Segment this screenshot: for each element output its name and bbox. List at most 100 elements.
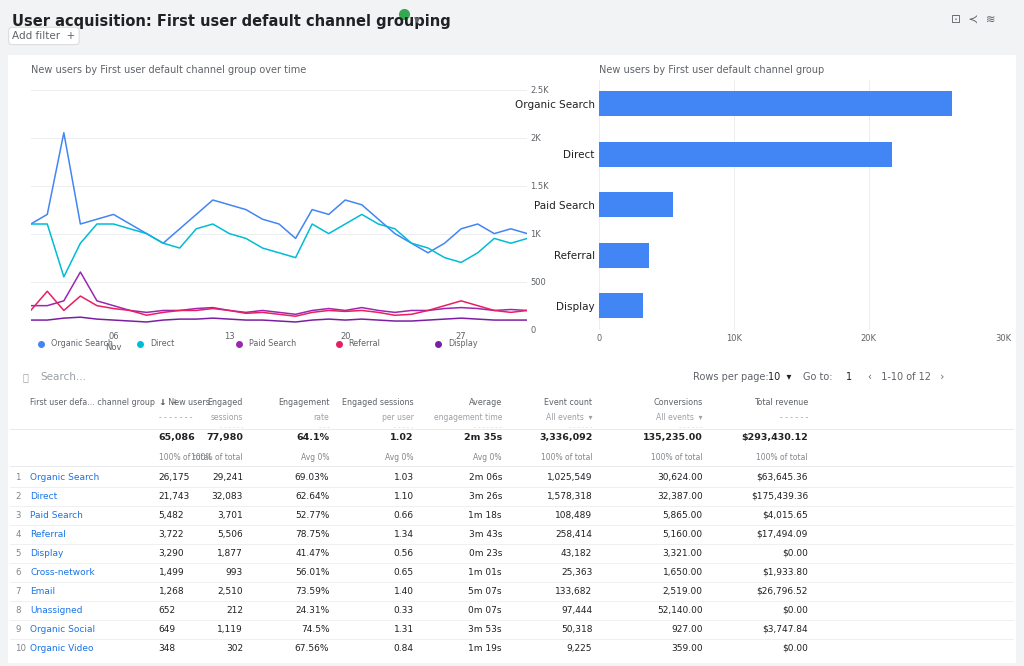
Organic Search [372, 215, 384, 223]
Text: Average: Average [469, 398, 502, 407]
Text: 100% of total: 100% of total [159, 453, 210, 462]
Text: 0.66: 0.66 [393, 511, 414, 520]
Text: ⊡  ≺  ≋: ⊡ ≺ ≋ [950, 14, 995, 27]
Display [372, 316, 384, 324]
Organic Search [74, 220, 86, 228]
Referral [372, 308, 384, 316]
Text: 2: 2 [15, 492, 20, 501]
Direct [505, 239, 517, 247]
Text: 100% of total: 100% of total [651, 453, 702, 462]
Text: 25,363: 25,363 [561, 568, 592, 577]
Display [355, 315, 368, 323]
Text: 1.03: 1.03 [393, 473, 414, 482]
Line: Paid Search: Paid Search [31, 272, 527, 314]
Referral [422, 306, 434, 314]
Text: 3m 53s: 3m 53s [468, 625, 502, 634]
Display [406, 317, 418, 325]
Paid Search [207, 304, 219, 312]
Text: 0.56: 0.56 [393, 549, 414, 558]
Organic Search [471, 220, 484, 228]
Text: $0.00: $0.00 [782, 549, 808, 558]
Line: Display: Display [31, 317, 527, 322]
Bar [599, 242, 649, 268]
Display [290, 318, 302, 326]
Text: $293,430.12: $293,430.12 [741, 433, 808, 442]
Text: 24.31%: 24.31% [295, 606, 330, 615]
Referral [57, 306, 70, 314]
Text: $1,933.80: $1,933.80 [762, 568, 808, 577]
Organic Search [140, 230, 153, 238]
Direct [157, 239, 169, 247]
Direct [521, 234, 534, 242]
Display [173, 315, 186, 323]
Display [306, 316, 318, 324]
Direct [455, 258, 467, 266]
Display [157, 316, 169, 324]
Paid Search [223, 306, 236, 314]
Text: New users by First user default channel group over time: New users by First user default channel … [31, 65, 306, 75]
Bar [599, 293, 643, 318]
Paid Search [488, 306, 501, 314]
Text: 5: 5 [15, 549, 20, 558]
Organic Search [25, 220, 37, 228]
Text: 26,175: 26,175 [159, 473, 190, 482]
Paid Search [74, 268, 86, 276]
Text: 1,268: 1,268 [159, 587, 184, 596]
Display [438, 315, 451, 323]
Text: 1.31: 1.31 [393, 625, 414, 634]
Text: New users by First user default channel group: New users by First user default channel … [599, 65, 824, 75]
Direct [422, 244, 434, 252]
Referral [406, 310, 418, 318]
Direct [223, 230, 236, 238]
Organic Search [108, 210, 120, 218]
Text: Conversions: Conversions [653, 398, 702, 407]
Direct [57, 273, 70, 281]
Text: Organic Search: Organic Search [31, 473, 99, 482]
Organic Search [256, 215, 268, 223]
Organic Search [124, 220, 136, 228]
Text: User acquisition: First user default channel grouping: User acquisition: First user default cha… [12, 14, 451, 29]
Direct [173, 244, 186, 252]
Line: Referral: Referral [31, 291, 527, 316]
Text: 0.65: 0.65 [393, 568, 414, 577]
Text: ‹   1-10 of 12   ›: ‹ 1-10 of 12 › [868, 372, 944, 382]
Text: 64.1%: 64.1% [296, 433, 330, 442]
Display [41, 316, 53, 324]
Referral [173, 306, 186, 314]
Text: Rows per page:: Rows per page: [692, 372, 768, 382]
Direct [372, 220, 384, 228]
Text: 1.02: 1.02 [390, 433, 414, 442]
Text: $4,015.65: $4,015.65 [762, 511, 808, 520]
Paid Search [521, 306, 534, 314]
Text: 2m 35s: 2m 35s [464, 433, 502, 442]
Text: $175,439.36: $175,439.36 [751, 492, 808, 501]
Text: 9,225: 9,225 [566, 644, 592, 653]
Paid Search [290, 310, 302, 318]
Display [57, 314, 70, 322]
Text: 5,865.00: 5,865.00 [663, 511, 702, 520]
Text: 74.5%: 74.5% [301, 625, 330, 634]
Text: Engagement: Engagement [278, 398, 330, 407]
Text: 5m 07s: 5m 07s [468, 587, 502, 596]
Organic Search [57, 129, 70, 137]
Text: 3: 3 [15, 511, 20, 520]
Referral [124, 306, 136, 314]
Text: $17,494.09: $17,494.09 [757, 530, 808, 539]
Text: 7: 7 [15, 587, 20, 596]
Display [323, 315, 335, 323]
Direct [406, 239, 418, 247]
Text: 10: 10 [15, 644, 27, 653]
Referral [108, 304, 120, 312]
Display [91, 315, 103, 323]
Display [223, 315, 236, 323]
Direct [74, 239, 86, 247]
Text: 1.40: 1.40 [393, 587, 414, 596]
Text: rate: rate [313, 412, 330, 422]
Organic Search [91, 215, 103, 223]
Text: 1,025,549: 1,025,549 [547, 473, 592, 482]
Direct [25, 220, 37, 228]
Organic Search [438, 239, 451, 247]
Direct [108, 220, 120, 228]
Direct [124, 225, 136, 233]
Bar [599, 91, 952, 117]
